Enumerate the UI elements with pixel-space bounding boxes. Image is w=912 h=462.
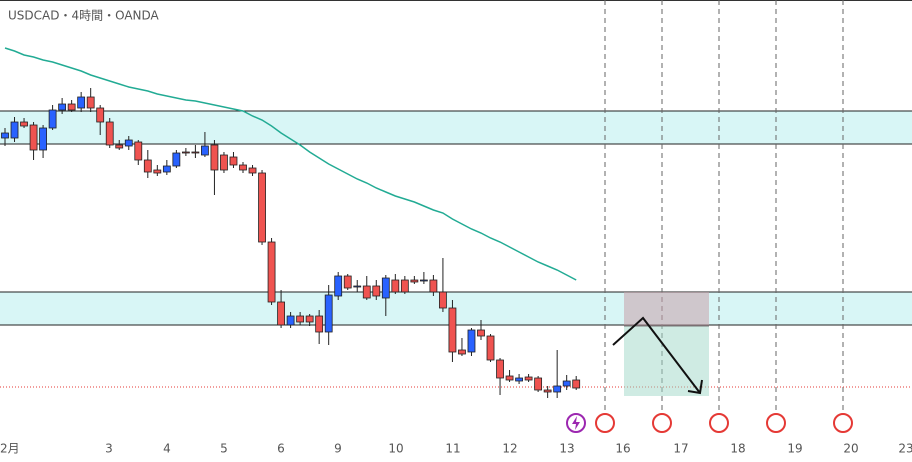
candle-body — [305, 315, 314, 323]
x-tick-label: 4 — [163, 442, 171, 456]
event-icon[interactable] — [833, 413, 853, 433]
candle-body — [524, 376, 533, 381]
candle-body — [277, 301, 285, 326]
x-tick-label: 2月 — [0, 442, 20, 456]
candle-body — [486, 335, 495, 361]
candle-body — [534, 377, 543, 391]
x-tick-label: 18 — [730, 442, 745, 456]
event-icon[interactable] — [709, 413, 729, 433]
candle-body — [429, 279, 438, 293]
candle-body — [467, 329, 476, 353]
position-risk — [624, 292, 709, 326]
chart-title: USDCAD・4時間・OANDA — [8, 9, 160, 23]
candle-body — [201, 145, 209, 156]
candle-body — [220, 154, 228, 171]
x-tick-label: 19 — [787, 442, 802, 456]
candle-body — [20, 121, 28, 127]
candle-body — [86, 96, 95, 109]
candle-body — [172, 152, 181, 167]
candle-body — [496, 359, 504, 379]
x-tick-label: 17 — [673, 442, 688, 456]
candle-body — [400, 279, 409, 293]
candle-body — [477, 329, 485, 337]
candle-body — [105, 121, 114, 146]
candle-body — [562, 380, 571, 387]
candle-body — [229, 156, 238, 166]
x-tick-label: 11 — [445, 442, 460, 456]
candle-body — [115, 144, 124, 149]
position-reward — [624, 326, 709, 396]
candle-body — [239, 164, 247, 171]
x-tick-label: 10 — [388, 442, 403, 456]
candle-body — [410, 279, 419, 283]
candle-body — [10, 121, 19, 139]
candle-body — [296, 315, 305, 323]
candle-body — [553, 385, 562, 393]
x-tick-label: 9 — [334, 442, 342, 456]
candle-body — [248, 167, 257, 174]
candle-body — [134, 141, 143, 161]
x-tick-label: 5 — [220, 442, 228, 456]
x-tick-label: 20 — [843, 442, 858, 456]
candle-body — [96, 107, 105, 123]
candle-body — [39, 127, 47, 151]
candle-body — [458, 349, 466, 355]
candle-body — [77, 96, 86, 109]
candle-body — [362, 285, 371, 299]
candle-body — [381, 277, 390, 299]
candle-body — [543, 389, 552, 393]
event-icon[interactable] — [595, 413, 615, 433]
candle-body — [505, 375, 514, 381]
moving-average — [4, 47, 577, 281]
x-tick-label: 12 — [502, 442, 517, 456]
candle-body — [258, 172, 266, 243]
candle-body — [48, 109, 57, 129]
candle-body — [181, 151, 190, 154]
x-tick-label: 3 — [105, 442, 113, 456]
event-icon[interactable] — [766, 413, 786, 433]
candle-body — [143, 159, 152, 173]
candle-body — [124, 139, 133, 147]
event-markers — [566, 0, 853, 433]
event-icon-bolt — [572, 416, 580, 430]
candle-body — [67, 103, 76, 111]
candle-body — [572, 379, 581, 389]
candle-body — [419, 279, 428, 282]
candle-body — [267, 241, 276, 303]
zone — [0, 111, 912, 144]
candle-body — [210, 144, 219, 171]
candle-body — [391, 279, 400, 293]
candle-body — [353, 285, 362, 288]
x-tick-label: 6 — [277, 442, 285, 456]
candle-body — [191, 151, 200, 154]
x-tick-label: 13 — [559, 442, 574, 456]
candle-body — [448, 307, 457, 353]
candle-body — [162, 165, 171, 173]
candle-body — [29, 124, 38, 151]
candle-body — [343, 275, 352, 289]
forecast-arrow — [612, 316, 703, 395]
candle-body — [372, 285, 381, 297]
candle-body — [315, 315, 324, 333]
candle-body — [1, 132, 9, 139]
candle-body — [334, 275, 343, 297]
candle-body — [324, 294, 333, 333]
candle-body — [58, 103, 67, 111]
event-icon[interactable] — [652, 413, 672, 433]
candle-body — [286, 315, 295, 326]
x-tick-label: 23 — [898, 442, 912, 456]
candle-body — [153, 169, 162, 174]
candle-body — [439, 291, 447, 309]
x-tick-label: 16 — [615, 442, 630, 456]
candle-body — [515, 377, 523, 382]
